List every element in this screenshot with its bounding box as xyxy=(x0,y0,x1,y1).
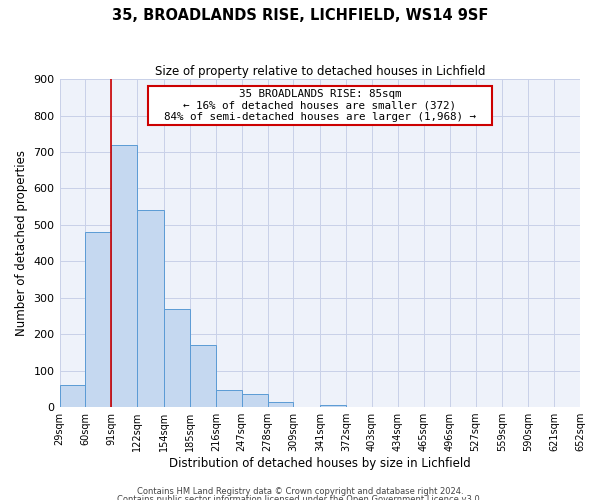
Text: Contains public sector information licensed under the Open Government Licence v3: Contains public sector information licen… xyxy=(118,496,482,500)
Text: Contains HM Land Registry data © Crown copyright and database right 2024.: Contains HM Land Registry data © Crown c… xyxy=(137,487,463,496)
Text: 35 BROADLANDS RISE: 85sqm  
  ← 16% of detached houses are smaller (372)  
  84%: 35 BROADLANDS RISE: 85sqm ← 16% of detac… xyxy=(151,89,489,122)
Bar xyxy=(242,394,268,407)
Title: Size of property relative to detached houses in Lichfield: Size of property relative to detached ho… xyxy=(155,65,485,78)
Bar xyxy=(137,210,164,407)
Bar xyxy=(190,345,216,407)
Bar xyxy=(59,385,85,407)
Bar xyxy=(320,404,346,407)
X-axis label: Distribution of detached houses by size in Lichfield: Distribution of detached houses by size … xyxy=(169,457,470,470)
Bar xyxy=(85,232,112,407)
Bar xyxy=(164,308,190,407)
Text: 35, BROADLANDS RISE, LICHFIELD, WS14 9SF: 35, BROADLANDS RISE, LICHFIELD, WS14 9SF xyxy=(112,8,488,22)
Bar xyxy=(268,402,293,407)
Y-axis label: Number of detached properties: Number of detached properties xyxy=(15,150,28,336)
Bar xyxy=(216,390,242,407)
Bar xyxy=(112,145,137,407)
